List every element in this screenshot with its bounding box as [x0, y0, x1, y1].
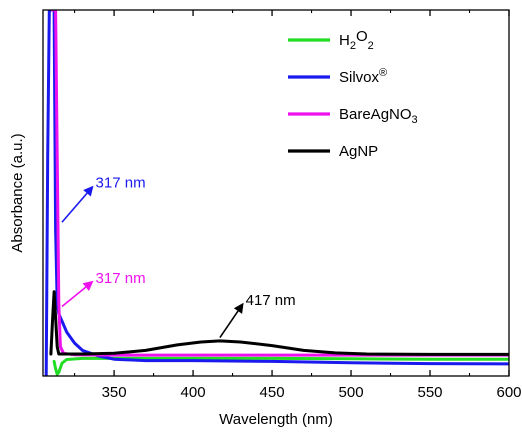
annotation-label-0: 317 nm — [96, 175, 146, 192]
x-tick-label: 600 — [496, 384, 521, 401]
x-tick-label: 550 — [418, 384, 443, 401]
series-line-1 — [44, 10, 509, 376]
x-tick-label: 350 — [102, 384, 127, 401]
annotation-arrowhead-0 — [83, 185, 94, 197]
annotation-arrowhead-2 — [233, 302, 244, 314]
legend-label-3: AgNP — [339, 143, 378, 160]
series-line-3 — [49, 290, 509, 356]
annotation-layer: 317 nm 317 nm 417 nm — [61, 175, 296, 339]
legend-label-0: H2O2 — [339, 28, 374, 52]
annotation-arrow-2 — [219, 310, 239, 339]
x-tick-label: 400 — [181, 384, 206, 401]
annotation-arrow-0 — [61, 192, 88, 223]
y-axis-title: Absorbance (a.u.) — [9, 133, 26, 252]
annotation-label-1: 317 nm — [96, 270, 146, 287]
x-axis-title: Wavelength (nm) — [219, 411, 333, 428]
x-tick-label: 450 — [260, 384, 285, 401]
annotation-label-2: 417 nm — [246, 292, 296, 309]
x-axis: 350 400 450 500 550 600 — [74, 10, 522, 401]
series-line-0 — [52, 356, 509, 376]
x-tick-label: 500 — [339, 384, 364, 401]
plot-frame — [42, 9, 510, 377]
legend-label-2: BareAgNO3 — [339, 106, 418, 126]
series-layer — [44, 10, 509, 376]
series-line-2 — [51, 10, 509, 357]
annotation-arrow-1 — [61, 286, 87, 308]
annotation-arrowhead-1 — [82, 280, 94, 291]
legend: H2O2 Silvox® BareAgNO3 AgNP — [288, 28, 418, 160]
legend-label-1: Silvox® — [339, 67, 387, 86]
